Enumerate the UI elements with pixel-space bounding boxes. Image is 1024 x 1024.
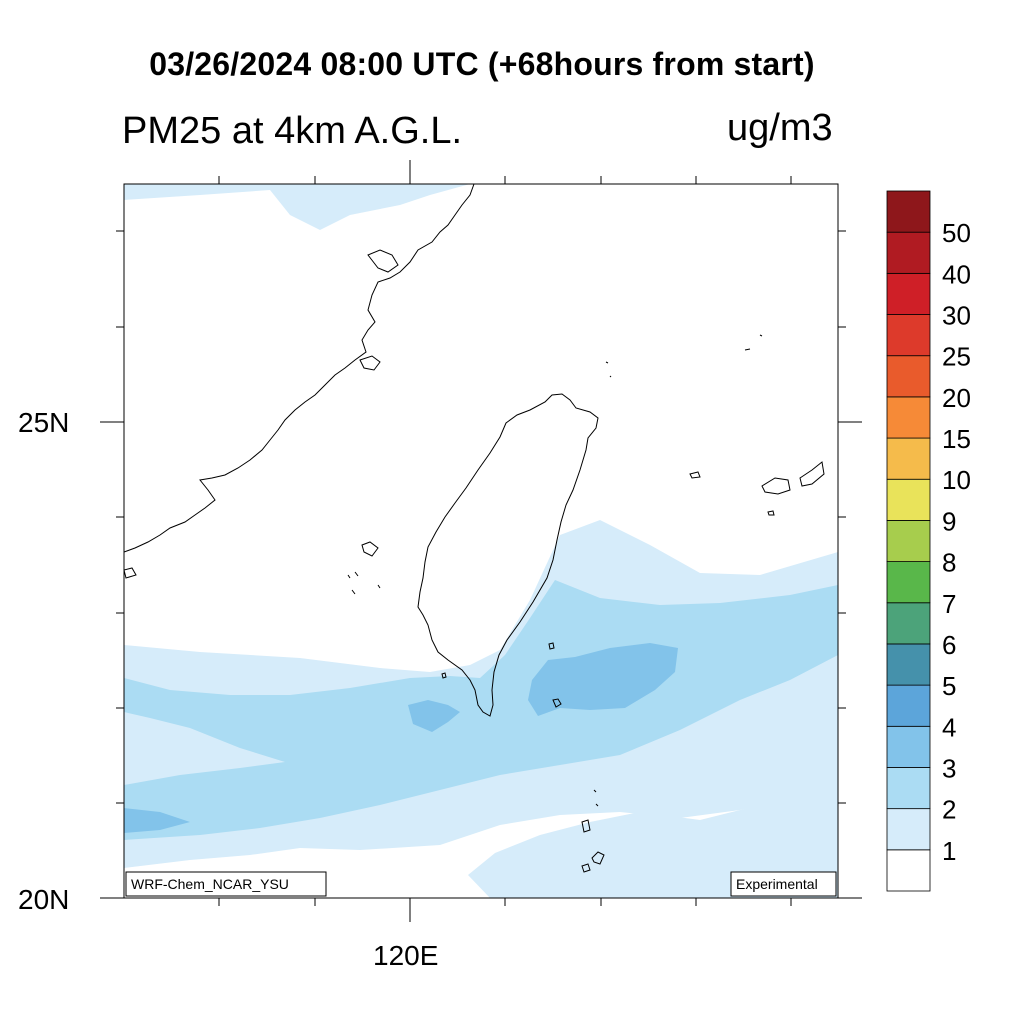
colorbar-label-8: 9 (942, 506, 956, 536)
colorbar-label-13: 30 (942, 301, 971, 331)
colorbar-label-6: 7 (942, 589, 956, 619)
colorbar-swatch-16 (886, 190, 931, 233)
colorbar-swatch-0 (886, 849, 931, 892)
colorbar-swatch-3 (886, 725, 931, 768)
colorbar-swatch-15 (886, 231, 931, 274)
field-level-3-edge (124, 808, 190, 833)
china-coastline (124, 184, 475, 553)
colorbar-label-2: 3 (942, 753, 956, 783)
colorbar-swatch-10 (886, 437, 931, 480)
colorbar-label-4: 5 (942, 671, 956, 701)
variable-label: PM25 at 4km A.G.L. (122, 110, 463, 152)
model-tag-box (125, 871, 327, 897)
lat-label-25n: 25N (18, 407, 70, 438)
green-island (548, 642, 555, 650)
colorbar-label-9: 10 (942, 465, 971, 495)
field-level-1-north (124, 184, 470, 230)
northern-islets (605, 334, 763, 378)
colorbar-swatch-4 (886, 684, 931, 727)
colorbar-label-7: 8 (942, 548, 956, 578)
status-tag-box (730, 871, 837, 897)
lon-label-120e: 120E (373, 940, 439, 971)
colorbar-label-12: 25 (942, 342, 971, 372)
status-tag: Experimental (736, 876, 818, 892)
field-level-3-east (528, 643, 678, 716)
chart-title: 03/26/2024 08:00 UTC (+68hours from star… (149, 46, 815, 82)
colorbar-swatch-6 (886, 602, 931, 645)
colorbar-swatch-11 (886, 396, 931, 439)
lanyu-island (552, 698, 562, 708)
map-frame (123, 183, 839, 899)
colorbar-swatch-14 (886, 272, 931, 315)
colorbar-label-3: 4 (942, 712, 956, 742)
axis-ticks (100, 160, 862, 922)
colorbar-label-15: 50 (942, 218, 971, 248)
colorbar-swatch-13 (886, 314, 931, 357)
field-level-3-west (408, 700, 460, 732)
concentration-fields (124, 184, 838, 898)
field-level-1-south (468, 765, 838, 898)
taiwan-coastline (417, 393, 599, 717)
model-tag: WRF-Chem_NCAR_YSU (131, 876, 289, 892)
colorbar-label-10: 15 (942, 424, 971, 454)
yaeyama-islands (689, 461, 825, 516)
china-coastline-islands (124, 249, 399, 579)
units-label: ug/m3 (727, 107, 833, 149)
colorbar-swatch-1 (886, 808, 931, 851)
colorbar: 1 2 3 4 5 6 7 8 9 10 15 20 25 30 40 50 (886, 190, 971, 892)
colorbar-label-5: 6 (942, 630, 956, 660)
colorbar-label-1: 2 (942, 795, 956, 825)
colorbar-label-14: 40 (942, 259, 971, 289)
batanes-islands (581, 789, 605, 873)
colorbar-label-11: 20 (942, 383, 971, 413)
lat-label-20n: 20N (18, 884, 70, 915)
colorbar-swatch-5 (886, 643, 931, 686)
penghu-islands (347, 571, 381, 595)
xiao-liuqiu (441, 672, 447, 679)
colorbar-swatch-8 (886, 520, 931, 562)
colorbar-swatch-12 (886, 355, 931, 398)
coastlines (124, 184, 825, 873)
colorbar-swatch-2 (886, 767, 931, 810)
colorbar-swatch-7 (886, 561, 931, 604)
colorbar-swatch-9 (886, 478, 931, 521)
colorbar-label-0: 1 (942, 836, 956, 866)
